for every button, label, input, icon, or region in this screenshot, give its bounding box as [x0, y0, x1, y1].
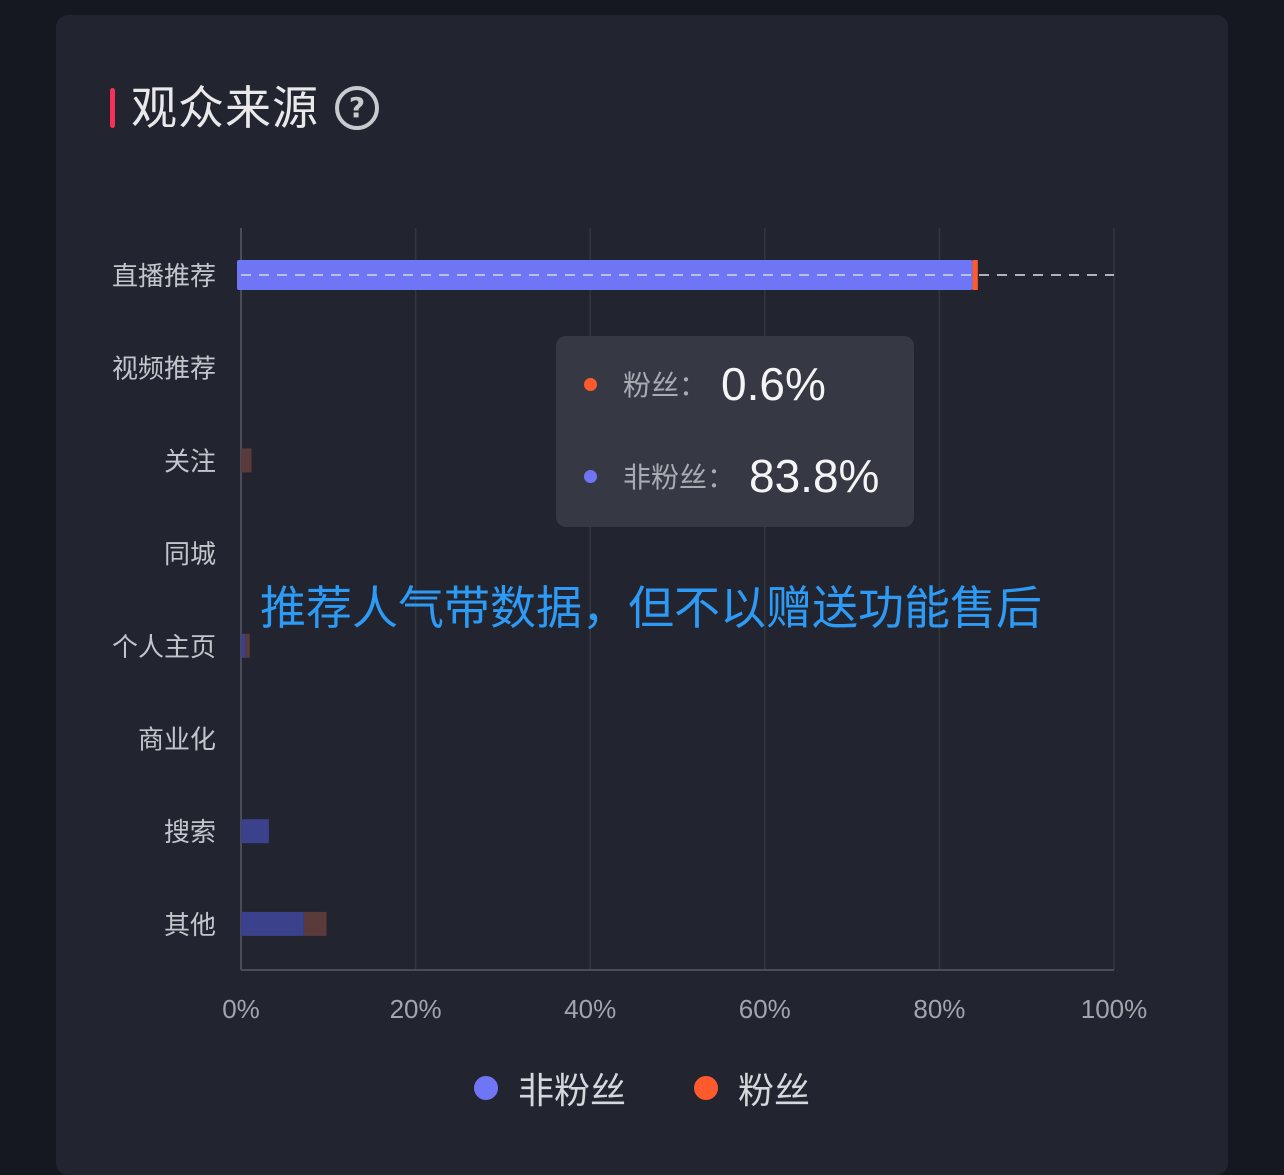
title-accent-bar — [110, 88, 115, 128]
tooltip-non-fans-label: 非粉丝： — [623, 461, 736, 494]
legend-fans-dot — [694, 1076, 718, 1100]
y-category-label: 关注 — [164, 447, 216, 477]
x-tick-label: 80% — [913, 994, 965, 1024]
audience-source-card — [56, 15, 1228, 1175]
watermark-overlay-text: 推荐人气带数据，但不以赠送功能售后 — [260, 581, 1042, 635]
y-category-label: 商业化 — [138, 726, 216, 756]
bar-non-fans — [241, 633, 246, 658]
tooltip-non-fans-dot — [584, 469, 597, 483]
legend-fans-label: 粉丝 — [738, 1071, 811, 1112]
y-category-label: 视频推荐 — [112, 355, 216, 385]
bar-fans — [972, 260, 978, 290]
chart-legend: 非粉丝 粉丝 — [0, 1062, 1284, 1114]
bar-fans — [241, 448, 252, 473]
x-tick-label: 20% — [390, 994, 442, 1024]
bar-non-fans — [241, 911, 304, 936]
tooltip-row-fans: 粉丝： 0.6% — [584, 356, 826, 412]
y-category-label: 其他 — [164, 911, 216, 941]
bar-non-fans — [241, 819, 269, 844]
x-tick-label: 60% — [739, 994, 791, 1024]
tooltip-row-non-fans: 非粉丝： 83.8% — [584, 448, 879, 504]
tooltip-non-fans-value: 83.8% — [749, 450, 880, 502]
legend-item-fans[interactable]: 粉丝 — [694, 1062, 810, 1114]
bar-fans — [245, 633, 250, 658]
tooltip-fans-label: 粉丝： — [623, 369, 708, 402]
legend-non-fans-dot — [473, 1076, 498, 1100]
chart-tooltip: 粉丝： 0.6% 非粉丝： 83.8% — [556, 336, 914, 527]
card-title: 观众来源 — [131, 81, 319, 135]
tooltip-fans-value: 0.6% — [721, 358, 826, 410]
y-category-label: 搜索 — [164, 818, 216, 848]
y-category-label: 直播推荐 — [112, 262, 216, 292]
tooltip-fans-dot — [584, 377, 597, 391]
legend-item-non-fans[interactable]: 非粉丝 — [473, 1062, 626, 1114]
audience-source-chart: 0% 20% 40% 60% 80% 100% 直播推荐视频推荐关注同城个人主页商业化搜索其… — [112, 228, 1148, 1024]
y-category-label: 个人主页 — [112, 633, 216, 663]
bar-fans — [303, 911, 327, 936]
y-category-label: 同城 — [164, 540, 216, 570]
card-header: 观众来源 ? — [110, 78, 379, 138]
question-circle-icon[interactable]: ? — [335, 86, 379, 130]
x-tick-label: 40% — [564, 994, 616, 1024]
x-tick-label: 100% — [1081, 994, 1148, 1024]
x-tick-label: 0% — [222, 994, 260, 1024]
legend-non-fans-label: 非粉丝 — [517, 1071, 626, 1112]
